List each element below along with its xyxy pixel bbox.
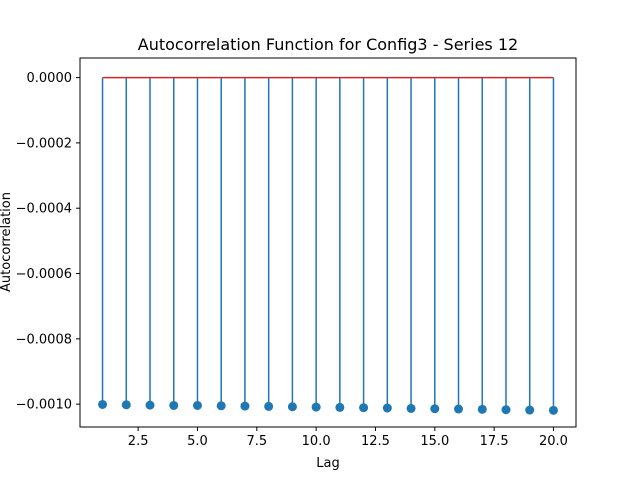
x-tick-label: 2.5 bbox=[128, 434, 149, 449]
x-tick-label: 15.0 bbox=[420, 434, 449, 449]
stem-marker bbox=[192, 400, 202, 410]
stem-marker bbox=[311, 402, 321, 412]
y-tick-label: −0.0010 bbox=[16, 398, 72, 413]
stem-marker bbox=[121, 400, 131, 410]
stem-marker bbox=[454, 404, 464, 414]
stem-marker bbox=[548, 405, 558, 415]
y-tick-label: −0.0006 bbox=[16, 267, 72, 282]
stem-marker bbox=[240, 401, 250, 411]
stem-marker bbox=[406, 403, 416, 413]
stem-marker bbox=[169, 400, 179, 410]
stem-marker bbox=[145, 400, 155, 410]
x-tick-label: 17.5 bbox=[480, 434, 509, 449]
stem-marker bbox=[477, 404, 487, 414]
stem-marker bbox=[264, 401, 274, 411]
stem-marker bbox=[359, 403, 369, 413]
stem-marker bbox=[501, 405, 511, 415]
x-tick-label: 20.0 bbox=[539, 434, 568, 449]
stem-marker bbox=[382, 403, 392, 413]
chart-title: Autocorrelation Function for Config3 - S… bbox=[138, 35, 518, 54]
y-axis-title: Autocorrelation bbox=[0, 192, 14, 292]
stem-marker bbox=[98, 399, 108, 409]
y-tick-label: −0.0002 bbox=[16, 136, 72, 151]
y-tick-label: −0.0004 bbox=[16, 202, 72, 217]
stem-marker bbox=[287, 402, 297, 412]
y-axis: 0.0000 −0.0002 −0.0004 −0.0006 −0.0008 −0.001… bbox=[16, 71, 80, 413]
y-tick-label: −0.0008 bbox=[16, 332, 72, 347]
x-axis-title: Lag bbox=[316, 456, 339, 471]
plot-area bbox=[98, 76, 558, 415]
stem-marker bbox=[216, 401, 226, 411]
stem-marker bbox=[335, 402, 345, 412]
stem-marker bbox=[430, 404, 440, 414]
plot-frame bbox=[79, 57, 577, 428]
x-tick-label: 12.5 bbox=[361, 434, 390, 449]
x-axis: 2.5 5.0 7.5 10.0 12.5 15.0 17.5 20.0 bbox=[128, 427, 568, 449]
x-tick-label: 7.5 bbox=[246, 434, 267, 449]
y-tick-label: 0.0000 bbox=[27, 71, 73, 86]
x-tick-label: 10.0 bbox=[302, 434, 331, 449]
stem-marker bbox=[525, 405, 535, 415]
x-tick-label: 5.0 bbox=[187, 434, 208, 449]
